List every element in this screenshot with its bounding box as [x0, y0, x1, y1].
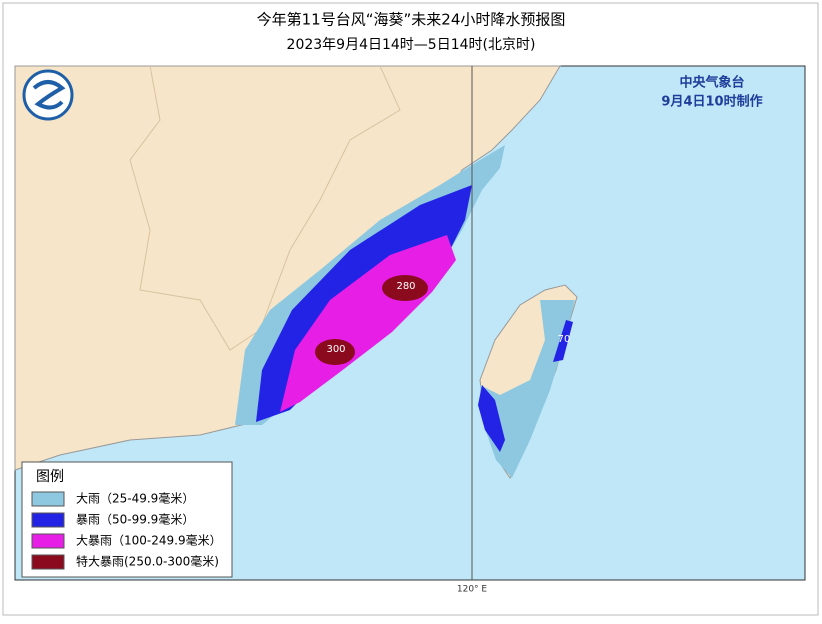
title: 今年第11号台风“海葵”未来24小时降水预报图 — [257, 11, 566, 29]
legend-label: 大暴雨（100-249.9毫米） — [76, 533, 222, 548]
legend-swatch — [31, 533, 65, 549]
rain-label: 300 — [326, 344, 345, 355]
rain-label: 70 — [558, 334, 571, 345]
legend-label: 暴雨（50-99.9毫米） — [76, 512, 194, 527]
band-extreme-2 — [315, 339, 355, 365]
logo-mark — [32, 80, 66, 110]
legend: 图例 大雨（25-49.9毫米） 暴雨（50-99.9毫米） 大暴雨（100-249… — [21, 461, 233, 578]
legend-title: 图例 — [36, 469, 64, 485]
provincial-borders — [129, 65, 401, 351]
rain-label: 280 — [396, 281, 415, 292]
legend-label: 大雨（25-49.9毫米） — [76, 491, 194, 506]
meridian-label: 120° E — [457, 585, 488, 595]
rain-bands — [235, 145, 575, 478]
legend-label: 特大暴雨(250.0-300毫米) — [76, 554, 219, 569]
issue-time: 9月4日10时制作 — [661, 94, 762, 110]
band-extreme-1 — [382, 275, 428, 301]
tw-rainstorm-1 — [553, 320, 573, 362]
subtitle: 2023年9月4日14时—5日14时(北京时) — [287, 37, 536, 53]
legend-swatch — [31, 512, 65, 528]
legend-swatch — [31, 554, 65, 570]
tw-rainstorm-2 — [478, 385, 505, 452]
tw-heavy — [480, 300, 575, 478]
legend-swatch — [31, 491, 65, 507]
agency-name: 中央气象台 — [679, 75, 744, 91]
